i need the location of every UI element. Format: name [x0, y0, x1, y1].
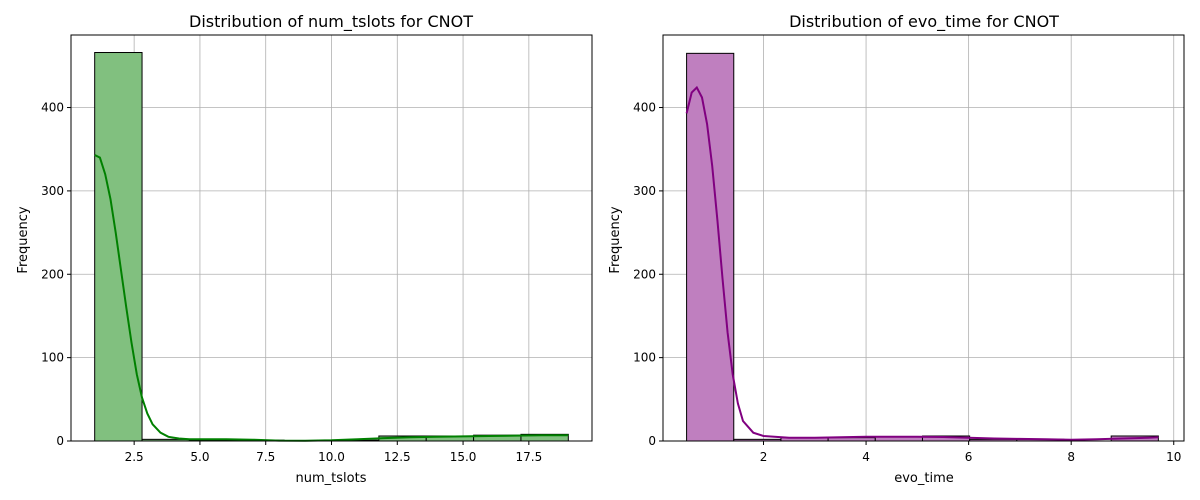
y-tick-label: 400 [41, 101, 64, 115]
kde-line [94, 154, 569, 442]
y-tick-label: 200 [41, 267, 64, 281]
x-tick-label: 7.5 [256, 450, 275, 464]
x-tick-label: 2.5 [125, 450, 144, 464]
axes-frame [662, 34, 1185, 442]
chart-title: Distribution of num_tslots for CNOT [189, 12, 473, 32]
chart-panel-num-tslots: 2.5 5.0 7.5 10.0 12.5 15.0 17.5 0 100 200 300 400 D… [16, 12, 593, 486]
x-tick-label: 5.0 [190, 450, 209, 464]
x-tick-label: 4 [862, 450, 870, 464]
y-tick-label: 400 [633, 101, 656, 115]
y-tick-label: 0 [648, 434, 656, 448]
x-tick-label: 8 [1067, 450, 1075, 464]
y-tick-label: 300 [633, 184, 656, 198]
y-tick-label: 100 [41, 351, 64, 365]
y-tick-label: 300 [41, 184, 64, 198]
x-tick-label: 10.0 [318, 450, 345, 464]
chart-title: Distribution of evo_time for CNOT [789, 12, 1059, 32]
histogram-bar [686, 52, 735, 442]
kde-line [685, 85, 1159, 441]
x-tick-label: 17.5 [515, 450, 542, 464]
y-tick-label: 200 [633, 267, 656, 281]
y-tick-label: 100 [633, 351, 656, 365]
x-axis-label: evo_time [894, 471, 954, 486]
y-tick-label: 0 [56, 434, 64, 448]
x-tick-label: 2 [760, 450, 768, 464]
x-tick-label: 6 [965, 450, 973, 464]
x-tick-label: 10 [1166, 450, 1181, 464]
x-axis-label: num_tslots [296, 471, 367, 486]
y-axis-label: Frequency [16, 206, 31, 273]
x-tick-label: 12.5 [384, 450, 411, 464]
x-tick-label: 15.0 [450, 450, 477, 464]
y-axis-label: Frequency [608, 206, 623, 273]
